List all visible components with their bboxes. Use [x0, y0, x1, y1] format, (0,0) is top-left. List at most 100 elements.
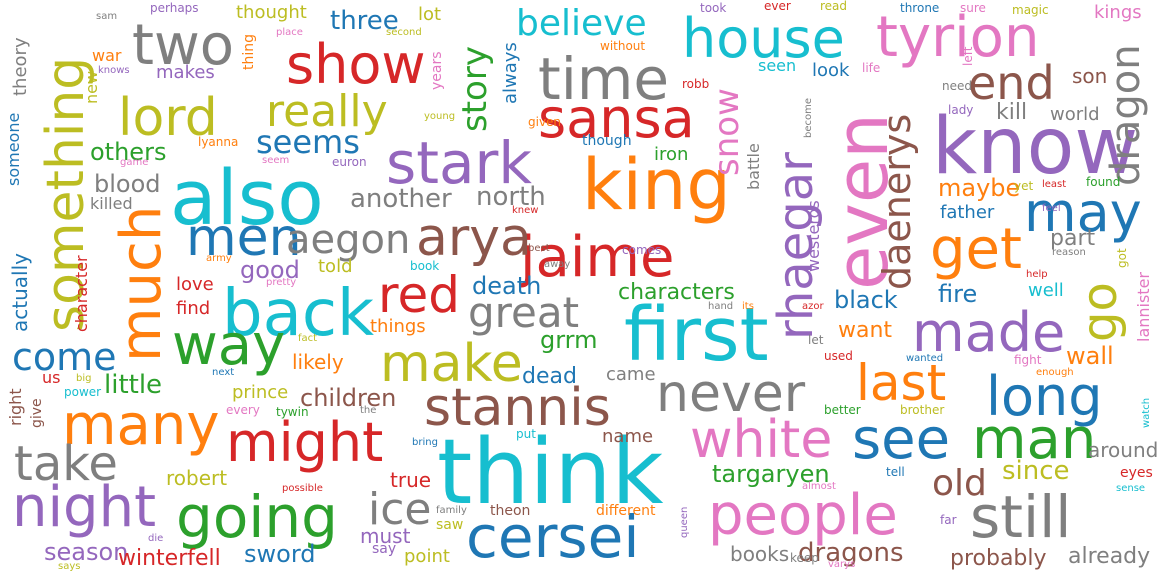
word-character: character	[72, 255, 91, 332]
word-still: still	[970, 483, 1072, 551]
word-cersei: cersei	[466, 503, 640, 571]
word-knows: knows	[98, 65, 130, 76]
word-story: story	[455, 46, 495, 132]
word-yet: yet	[1014, 179, 1034, 193]
word-much: much	[109, 205, 174, 362]
word-old: old	[932, 463, 987, 504]
word-right: right	[6, 388, 25, 426]
word-second: second	[386, 27, 422, 38]
word-think: think	[437, 420, 664, 525]
word-bring: bring	[412, 437, 438, 448]
word-going: going	[176, 483, 338, 551]
word-euron: euron	[332, 155, 367, 169]
word-feel: feel	[1042, 203, 1061, 214]
word-family: family	[436, 505, 467, 516]
word-true: true	[390, 468, 432, 492]
word-took: took	[700, 1, 727, 15]
word-probably: probably	[950, 546, 1047, 571]
word-likely: likely	[292, 350, 344, 374]
word-tell: tell	[886, 465, 905, 479]
word-least: least	[1042, 179, 1067, 190]
word-death: death	[472, 272, 542, 300]
word-part: part	[1050, 226, 1096, 251]
word-die: die	[148, 533, 164, 544]
word-go: go	[1072, 282, 1128, 342]
word-white: white	[690, 410, 833, 470]
word-maybe: maybe	[938, 174, 1021, 202]
word-fire: fire	[938, 280, 978, 308]
word-brother: brother	[900, 403, 945, 417]
word-almost: almost	[802, 481, 836, 492]
word-always: always	[500, 42, 521, 104]
word-us: us	[42, 368, 61, 387]
word-dragons: dragons	[798, 538, 904, 568]
word-point: point	[404, 546, 450, 567]
word-believe: believe	[516, 3, 647, 44]
word-sam: sam	[96, 11, 118, 22]
word-far: far	[940, 513, 957, 527]
word-dead: dead	[522, 364, 577, 389]
word-characters: characters	[618, 280, 735, 305]
word-little: little	[104, 370, 163, 400]
word-king: king	[582, 144, 731, 226]
word-take: take	[14, 436, 118, 492]
word-place: place	[276, 27, 303, 38]
word-must: must	[360, 524, 411, 548]
word-give: give	[29, 398, 45, 428]
word-lyanna: lyanna	[198, 135, 239, 149]
word-without: without	[600, 39, 646, 53]
word-grrm: grrm	[540, 326, 598, 354]
word-three: three	[330, 6, 399, 36]
word-want: want	[838, 318, 893, 343]
word-house: house	[682, 7, 845, 70]
word-people: people	[708, 483, 898, 548]
word-tywin: tywin	[276, 405, 309, 419]
word-may: may	[1024, 181, 1142, 244]
word-help: help	[1026, 269, 1048, 280]
word-theory: theory	[10, 37, 31, 96]
word-best: best	[528, 243, 550, 254]
word-kings: kings	[1094, 2, 1142, 23]
word-already: already	[1068, 544, 1151, 569]
word-better: better	[824, 403, 861, 417]
word-war: war	[92, 46, 122, 65]
word-got: got	[1115, 248, 1129, 268]
word-north: north	[476, 182, 546, 212]
word-makes: makes	[156, 62, 215, 83]
word-robb: robb	[682, 77, 710, 91]
word-robert: robert	[166, 466, 228, 490]
word-away: away	[544, 259, 571, 270]
word-sure: sure	[960, 1, 986, 15]
word-fact: fact	[298, 333, 318, 344]
word-told: told	[318, 256, 353, 277]
word-men: men	[186, 208, 302, 268]
word-targaryen: targaryen	[712, 460, 830, 488]
word-comes: comes	[622, 243, 662, 257]
word-the: the	[360, 405, 377, 416]
word-watch: watch	[1141, 397, 1152, 428]
word-end: end	[968, 56, 1055, 110]
word-fight: fight	[1014, 353, 1042, 367]
word-two: two	[132, 13, 235, 78]
word-son: son	[1072, 64, 1108, 88]
word-need: need	[942, 79, 972, 93]
word-let: let	[808, 333, 824, 347]
word-made: made	[912, 301, 1066, 364]
word-also: also	[170, 153, 324, 242]
word-left: left	[961, 46, 975, 66]
word-actually: actually	[8, 253, 32, 332]
word-wall: wall	[1066, 342, 1114, 370]
word-great: great	[468, 288, 580, 337]
word-wanted: wanted	[906, 353, 944, 364]
word-another: another	[350, 184, 452, 214]
word-next: next	[212, 367, 235, 378]
word-saw: saw	[436, 517, 464, 533]
word-ice: ice	[368, 484, 432, 535]
word-show: show	[286, 33, 426, 96]
word-seen: seen	[758, 56, 797, 75]
word-come: come	[12, 335, 117, 379]
word-never: never	[656, 364, 806, 424]
word-lot: lot	[418, 4, 442, 25]
word-might: might	[226, 411, 384, 474]
